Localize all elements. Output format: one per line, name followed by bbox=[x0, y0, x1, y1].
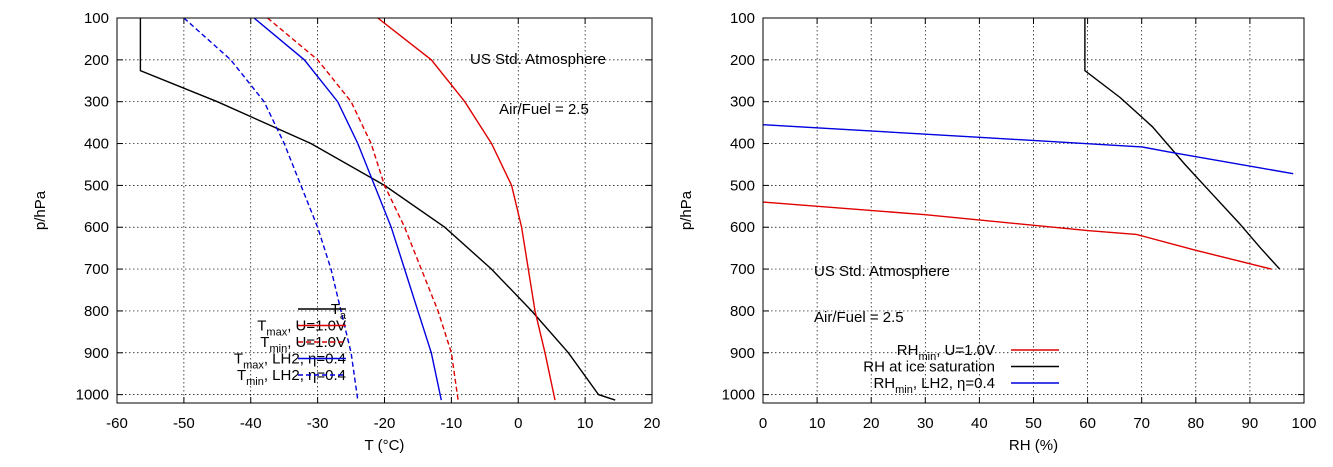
y-tick-label: 100 bbox=[730, 10, 755, 27]
y-tick-label: 200 bbox=[84, 52, 109, 69]
legend-label-main: T bbox=[260, 334, 269, 351]
legend-label-subscript: max bbox=[243, 360, 264, 372]
series-line bbox=[139, 18, 616, 401]
x-tick-label: 100 bbox=[1291, 415, 1316, 432]
x-tick-label: 90 bbox=[1242, 415, 1259, 432]
y-tick-label: 500 bbox=[730, 177, 755, 194]
x-tick-label: 70 bbox=[1133, 415, 1150, 432]
temperature-chart: -60 -50 -40 -30 -20 -10 0 10 20 100 200 300 400 500 60… bbox=[32, 10, 660, 454]
x-axis-label: RH (%) bbox=[1009, 437, 1058, 454]
legend-label-rest: , LH2, η=0.4 bbox=[913, 375, 995, 392]
x-tick-label: 20 bbox=[644, 415, 661, 432]
x-tick-label: 60 bbox=[1079, 415, 1096, 432]
legend-label-subscript: min bbox=[895, 384, 913, 396]
legend-label-rest: , LH2, η=0.4 bbox=[264, 367, 346, 384]
y-tick-label: 200 bbox=[730, 52, 755, 69]
x-tick-label: 0 bbox=[759, 415, 767, 432]
legend-label: RHmin, U=1.0V bbox=[897, 342, 995, 363]
y-tick-label: 900 bbox=[730, 345, 755, 362]
annotation: US Std. Atmosphere bbox=[814, 263, 950, 280]
x-tick-label: 10 bbox=[809, 415, 826, 432]
legend-label-subscript: min bbox=[246, 376, 264, 388]
legend-label-rest: , U=1.0V bbox=[936, 342, 995, 359]
series-line bbox=[762, 124, 1294, 175]
y-tick-label: 600 bbox=[84, 219, 109, 236]
y-tick-label: 800 bbox=[84, 303, 109, 320]
legend-label-main: RH at ice saturation bbox=[863, 359, 995, 376]
y-tick-label: 300 bbox=[84, 94, 109, 111]
x-tick-label: 40 bbox=[971, 415, 988, 432]
series-line bbox=[762, 201, 1272, 270]
annotation: Air/Fuel = 2.5 bbox=[814, 309, 904, 326]
legend-label: Tmin, LH2, η=0.4 bbox=[237, 367, 346, 388]
x-tick-label: -10 bbox=[441, 415, 463, 432]
series-line bbox=[253, 17, 442, 401]
x-tick-label: 50 bbox=[1025, 415, 1042, 432]
y-tick-label: 1000 bbox=[722, 387, 755, 404]
y-tick-label: 100 bbox=[84, 10, 109, 27]
x-tick-label: -30 bbox=[307, 415, 329, 432]
x-tick-label: -60 bbox=[106, 415, 128, 432]
x-tick-label: -50 bbox=[173, 415, 195, 432]
legend-label-subscript: min bbox=[918, 351, 936, 363]
plot-frame bbox=[762, 17, 1305, 404]
y-tick-label: 800 bbox=[730, 303, 755, 320]
series-line bbox=[377, 17, 556, 401]
x-tick-label: 30 bbox=[917, 415, 934, 432]
y-tick-label: 1000 bbox=[76, 387, 109, 404]
y-tick-label: 400 bbox=[84, 136, 109, 153]
series-line bbox=[267, 17, 459, 401]
legend-label-main: RH bbox=[873, 375, 895, 392]
y-tick-label: 600 bbox=[730, 219, 755, 236]
y-tick-label: 900 bbox=[84, 345, 109, 362]
annotation: Air/Fuel = 2.5 bbox=[499, 101, 589, 118]
y-axis-label: p/hPa bbox=[678, 190, 695, 230]
legend-label-subscript: a bbox=[340, 310, 347, 322]
series-line bbox=[1084, 18, 1281, 270]
y-tick-label: 700 bbox=[84, 261, 109, 278]
x-tick-label: 20 bbox=[863, 415, 880, 432]
annotation: US Std. Atmosphere bbox=[470, 51, 606, 68]
y-tick-label: 500 bbox=[84, 177, 109, 194]
y-tick-label: 300 bbox=[730, 94, 755, 111]
legend-label: RH at ice saturation bbox=[863, 359, 995, 376]
x-tick-label: -40 bbox=[240, 415, 262, 432]
y-tick-label: 700 bbox=[730, 261, 755, 278]
legend-label-main: T bbox=[234, 351, 243, 368]
x-tick-label: -20 bbox=[374, 415, 396, 432]
legend-label-main: T bbox=[257, 318, 266, 335]
legend-label-subscript: max bbox=[266, 327, 287, 339]
x-axis-label: T (°C) bbox=[365, 437, 405, 454]
y-axis-label: p/hPa bbox=[32, 190, 49, 230]
series-line bbox=[183, 17, 359, 401]
x-tick-label: 80 bbox=[1187, 415, 1204, 432]
legend-label-main: T bbox=[237, 367, 246, 384]
legend-label: RHmin, LH2, η=0.4 bbox=[873, 375, 995, 396]
legend-label-subscript: min bbox=[269, 343, 287, 355]
relative-humidity-chart: 0 10 20 30 40 50 60 70 80 90 100 100 200 300 400 500 600… bbox=[678, 10, 1317, 454]
plot-frame bbox=[116, 17, 653, 404]
x-tick-label: 10 bbox=[577, 415, 594, 432]
x-tick-label: 0 bbox=[514, 415, 522, 432]
y-tick-label: 400 bbox=[730, 136, 755, 153]
legend-label-main: RH bbox=[897, 342, 919, 359]
